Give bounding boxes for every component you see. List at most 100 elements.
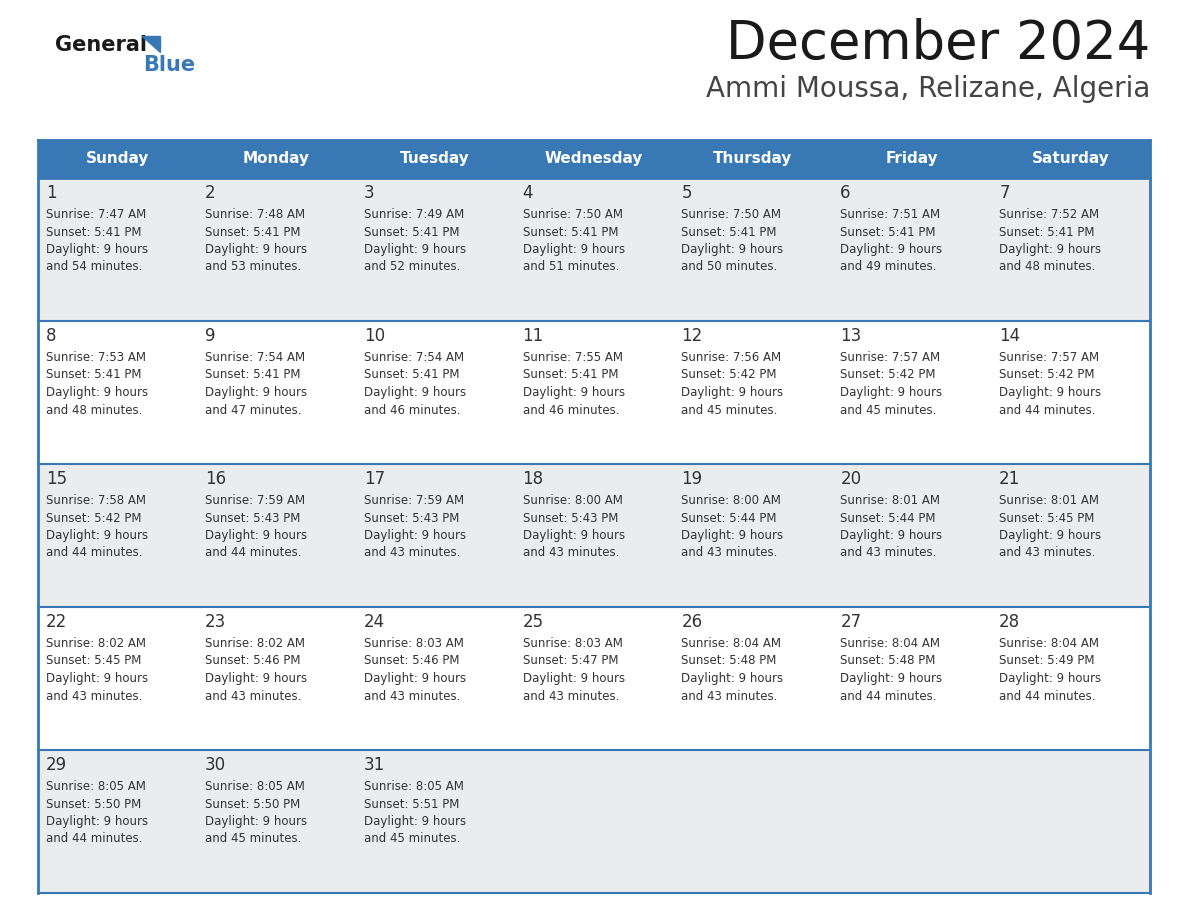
- Text: and 45 minutes.: and 45 minutes.: [682, 404, 778, 417]
- Text: Sunset: 5:43 PM: Sunset: 5:43 PM: [364, 511, 459, 524]
- Text: Daylight: 9 hours: Daylight: 9 hours: [204, 672, 307, 685]
- Text: Sunrise: 8:02 AM: Sunrise: 8:02 AM: [204, 637, 305, 650]
- Text: Sunrise: 7:49 AM: Sunrise: 7:49 AM: [364, 208, 465, 221]
- Text: and 48 minutes.: and 48 minutes.: [999, 261, 1095, 274]
- Text: Daylight: 9 hours: Daylight: 9 hours: [523, 386, 625, 399]
- Text: Daylight: 9 hours: Daylight: 9 hours: [204, 529, 307, 542]
- Text: and 43 minutes.: and 43 minutes.: [523, 546, 619, 559]
- Text: and 44 minutes.: and 44 minutes.: [46, 833, 143, 845]
- Text: Sunrise: 7:53 AM: Sunrise: 7:53 AM: [46, 351, 146, 364]
- Text: Sunset: 5:51 PM: Sunset: 5:51 PM: [364, 798, 459, 811]
- Text: Daylight: 9 hours: Daylight: 9 hours: [46, 243, 148, 256]
- Text: Sunset: 5:41 PM: Sunset: 5:41 PM: [204, 226, 301, 239]
- Text: and 53 minutes.: and 53 minutes.: [204, 261, 301, 274]
- Polygon shape: [143, 36, 160, 52]
- Text: and 46 minutes.: and 46 minutes.: [364, 404, 460, 417]
- Text: 12: 12: [682, 327, 702, 345]
- Text: 4: 4: [523, 184, 533, 202]
- Text: 22: 22: [46, 613, 68, 631]
- Text: Sunset: 5:41 PM: Sunset: 5:41 PM: [682, 226, 777, 239]
- Text: Sunrise: 7:47 AM: Sunrise: 7:47 AM: [46, 208, 146, 221]
- Text: Sunrise: 7:48 AM: Sunrise: 7:48 AM: [204, 208, 305, 221]
- Text: and 46 minutes.: and 46 minutes.: [523, 404, 619, 417]
- Text: Daylight: 9 hours: Daylight: 9 hours: [523, 243, 625, 256]
- Text: Daylight: 9 hours: Daylight: 9 hours: [840, 386, 942, 399]
- Text: Sunset: 5:46 PM: Sunset: 5:46 PM: [364, 655, 460, 667]
- Text: Sunset: 5:44 PM: Sunset: 5:44 PM: [840, 511, 936, 524]
- Text: 6: 6: [840, 184, 851, 202]
- Text: and 43 minutes.: and 43 minutes.: [682, 546, 778, 559]
- Text: 28: 28: [999, 613, 1020, 631]
- Text: Sunset: 5:45 PM: Sunset: 5:45 PM: [46, 655, 141, 667]
- Text: Sunset: 5:50 PM: Sunset: 5:50 PM: [46, 798, 141, 811]
- Text: Sunset: 5:41 PM: Sunset: 5:41 PM: [840, 226, 936, 239]
- Text: and 43 minutes.: and 43 minutes.: [523, 689, 619, 702]
- Text: Daylight: 9 hours: Daylight: 9 hours: [523, 672, 625, 685]
- Text: 8: 8: [46, 327, 57, 345]
- Text: Sunset: 5:42 PM: Sunset: 5:42 PM: [999, 368, 1094, 382]
- Text: Sunrise: 7:51 AM: Sunrise: 7:51 AM: [840, 208, 941, 221]
- Text: 25: 25: [523, 613, 544, 631]
- Text: 30: 30: [204, 756, 226, 774]
- Text: Sunset: 5:47 PM: Sunset: 5:47 PM: [523, 655, 618, 667]
- Text: 23: 23: [204, 613, 226, 631]
- Text: Sunset: 5:41 PM: Sunset: 5:41 PM: [523, 368, 618, 382]
- Text: and 44 minutes.: and 44 minutes.: [999, 404, 1095, 417]
- Text: Sunrise: 8:05 AM: Sunrise: 8:05 AM: [46, 780, 146, 793]
- Text: 15: 15: [46, 470, 68, 488]
- Text: 26: 26: [682, 613, 702, 631]
- Text: 17: 17: [364, 470, 385, 488]
- Text: 18: 18: [523, 470, 544, 488]
- Text: and 44 minutes.: and 44 minutes.: [46, 546, 143, 559]
- Text: 14: 14: [999, 327, 1020, 345]
- Text: and 45 minutes.: and 45 minutes.: [840, 404, 936, 417]
- Text: Daylight: 9 hours: Daylight: 9 hours: [999, 529, 1101, 542]
- Text: Sunrise: 7:56 AM: Sunrise: 7:56 AM: [682, 351, 782, 364]
- Text: Sunrise: 8:05 AM: Sunrise: 8:05 AM: [364, 780, 463, 793]
- Text: Sunset: 5:48 PM: Sunset: 5:48 PM: [682, 655, 777, 667]
- Text: 7: 7: [999, 184, 1010, 202]
- Text: 27: 27: [840, 613, 861, 631]
- Text: Monday: Monday: [242, 151, 310, 166]
- Text: and 44 minutes.: and 44 minutes.: [840, 689, 937, 702]
- Text: Daylight: 9 hours: Daylight: 9 hours: [204, 243, 307, 256]
- Bar: [38, 750, 1150, 893]
- Text: Sunset: 5:41 PM: Sunset: 5:41 PM: [46, 226, 141, 239]
- Text: Sunrise: 8:05 AM: Sunrise: 8:05 AM: [204, 780, 305, 793]
- Text: General: General: [55, 35, 147, 55]
- Bar: [38, 178, 1150, 321]
- Text: 11: 11: [523, 327, 544, 345]
- Text: Friday: Friday: [885, 151, 939, 166]
- Text: 16: 16: [204, 470, 226, 488]
- Text: Daylight: 9 hours: Daylight: 9 hours: [364, 386, 466, 399]
- Text: Daylight: 9 hours: Daylight: 9 hours: [364, 815, 466, 828]
- Text: Sunrise: 7:54 AM: Sunrise: 7:54 AM: [204, 351, 305, 364]
- Text: Daylight: 9 hours: Daylight: 9 hours: [46, 386, 148, 399]
- Text: 5: 5: [682, 184, 691, 202]
- Text: Daylight: 9 hours: Daylight: 9 hours: [840, 672, 942, 685]
- Bar: [38, 464, 1150, 607]
- Text: Sunrise: 8:02 AM: Sunrise: 8:02 AM: [46, 637, 146, 650]
- Text: Daylight: 9 hours: Daylight: 9 hours: [523, 529, 625, 542]
- Text: Sunrise: 7:57 AM: Sunrise: 7:57 AM: [999, 351, 1099, 364]
- Text: 13: 13: [840, 327, 861, 345]
- Text: 2: 2: [204, 184, 215, 202]
- Text: 19: 19: [682, 470, 702, 488]
- Text: 3: 3: [364, 184, 374, 202]
- Text: Daylight: 9 hours: Daylight: 9 hours: [46, 815, 148, 828]
- Text: and 47 minutes.: and 47 minutes.: [204, 404, 302, 417]
- Text: Wednesday: Wednesday: [545, 151, 643, 166]
- Text: and 43 minutes.: and 43 minutes.: [840, 546, 936, 559]
- Text: Daylight: 9 hours: Daylight: 9 hours: [682, 529, 784, 542]
- Text: and 52 minutes.: and 52 minutes.: [364, 261, 460, 274]
- Text: Sunset: 5:43 PM: Sunset: 5:43 PM: [523, 511, 618, 524]
- Text: Sunrise: 7:55 AM: Sunrise: 7:55 AM: [523, 351, 623, 364]
- Text: Daylight: 9 hours: Daylight: 9 hours: [999, 672, 1101, 685]
- Text: 20: 20: [840, 470, 861, 488]
- Text: Daylight: 9 hours: Daylight: 9 hours: [840, 529, 942, 542]
- Text: and 51 minutes.: and 51 minutes.: [523, 261, 619, 274]
- Text: Sunrise: 8:04 AM: Sunrise: 8:04 AM: [999, 637, 1099, 650]
- Text: Daylight: 9 hours: Daylight: 9 hours: [999, 386, 1101, 399]
- Text: Daylight: 9 hours: Daylight: 9 hours: [840, 243, 942, 256]
- Text: 29: 29: [46, 756, 68, 774]
